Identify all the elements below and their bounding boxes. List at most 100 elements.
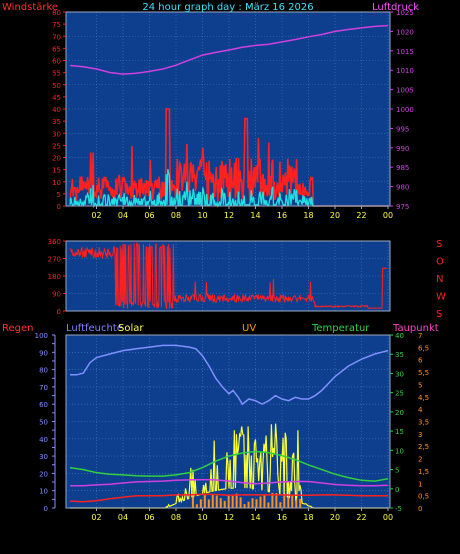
uv-bar xyxy=(211,494,214,508)
uv-bar xyxy=(267,502,270,508)
luftdruck-tick-label: 1015 xyxy=(396,48,414,56)
direction-marks xyxy=(69,241,388,310)
uv-tick-label: 5,5 xyxy=(418,369,429,377)
windstaerke-tick-label: 0 xyxy=(57,203,61,211)
uv-tick-label: 1,5 xyxy=(418,468,429,476)
weather-frame xyxy=(65,334,391,509)
x-tick-label: 04 xyxy=(118,211,128,220)
windstaerke-tick-label: 10 xyxy=(52,179,61,187)
x-tick-label: 08 xyxy=(171,211,181,220)
direction-tick-label: 0 xyxy=(57,308,61,316)
x-tick-label: 14 xyxy=(250,211,260,220)
uv-bar xyxy=(291,495,294,508)
uv-bar xyxy=(235,493,238,508)
uv-bar xyxy=(207,499,210,508)
windstaerke-tick-label: 25 xyxy=(52,142,61,150)
compass-label: S xyxy=(436,309,442,320)
series-line xyxy=(70,478,389,487)
windstaerke-tick-label: 60 xyxy=(52,58,61,66)
wind-pressure-x-axis: 02 04 06 08 10 12 14 16 18 20 22 00 xyxy=(91,206,393,220)
regen-tick-label: 10 xyxy=(39,488,48,496)
x-tick-label: 02 xyxy=(91,211,101,220)
temperatur-tick-label: 5 xyxy=(395,467,399,475)
uv-bar xyxy=(251,498,254,508)
temperatur-tick-label: 25 xyxy=(395,390,404,398)
x-tick-label: 12 xyxy=(224,211,234,220)
regen-label: Regen xyxy=(2,323,34,334)
uv-axis: 0 0,5 1 1,5 2 2,5 3 3,5 4 4,5 5 5,5 6 6,5 7 xyxy=(418,332,429,513)
uv-bar xyxy=(299,498,302,508)
luftdruck-tick-label: 1010 xyxy=(396,67,414,75)
uv-bar xyxy=(247,501,250,508)
uv-bar xyxy=(191,493,194,508)
x-tick-label: 04 xyxy=(118,513,128,522)
windstaerke-tick-label: 15 xyxy=(52,167,61,175)
luftdruck-line xyxy=(69,24,389,75)
x-tick-label: 18 xyxy=(303,211,313,220)
luftdruck-axis: 975 980 985 990 995 1000 1005 1010 1015 1020 1025 xyxy=(390,9,414,211)
regen-tick-label: 70 xyxy=(39,384,48,392)
luftdruck-tick-label: 1000 xyxy=(396,106,414,114)
luftfeuchte-label: Luftfeuchte xyxy=(66,323,123,334)
compass-label: W xyxy=(436,292,446,303)
uv-tick-label: 6,5 xyxy=(418,344,429,352)
uv-bar xyxy=(195,504,198,508)
windstaerke-tick-label: 80 xyxy=(52,9,61,17)
x-tick-label: 16 xyxy=(277,513,287,522)
taupunkt-label: Taupunkt xyxy=(392,323,439,334)
temperatur-tick-label: 40 xyxy=(395,332,404,340)
windstaerke-label: Windstärke xyxy=(2,2,58,13)
uv-bar xyxy=(295,498,298,508)
x-tick-label: 22 xyxy=(356,211,366,220)
regen-tick-label: 100 xyxy=(35,332,48,340)
x-tick-label: 02 xyxy=(91,513,101,522)
x-tick-label: 20 xyxy=(330,513,340,522)
uv-tick-label: 3 xyxy=(418,431,422,439)
temperatur-tick-label: -5 xyxy=(395,505,402,513)
regen-tick-label: 30 xyxy=(39,453,48,461)
x-tick-label: 06 xyxy=(144,513,154,522)
direction-tick-label: 90 xyxy=(52,291,61,299)
uv-bar xyxy=(287,494,290,508)
uv-tick-label: 5 xyxy=(418,381,422,389)
windstaerke-tick-label: 70 xyxy=(52,33,61,41)
regen-tick-label: 50 xyxy=(39,419,48,427)
regen-tick-label: 90 xyxy=(39,349,48,357)
direction-tick-label: 180 xyxy=(48,273,61,281)
uv-bar xyxy=(239,497,242,508)
direction-tick-label: 270 xyxy=(48,256,61,264)
temperatur-axis: -5 0 5 10 15 20 25 30 35 40 xyxy=(390,332,404,513)
windstaerke-tick-label: 20 xyxy=(52,155,61,163)
x-tick-label: 18 xyxy=(303,513,313,522)
x-tick-label: 08 xyxy=(171,513,181,522)
temperatur-label: Temperatur xyxy=(311,323,370,334)
uv-tick-label: 0,5 xyxy=(418,493,429,501)
uv-tick-label: 4,5 xyxy=(418,394,429,402)
uv-tick-label: 0 xyxy=(418,505,422,513)
luftdruck-tick-label: 975 xyxy=(396,203,409,211)
uv-bar xyxy=(231,495,234,508)
temperatur-tick-label: 15 xyxy=(395,428,404,436)
direction-degree-axis: 0 90 180 270 360 xyxy=(48,238,66,316)
regen-tick-label: 60 xyxy=(39,401,48,409)
uv-bar xyxy=(259,496,262,508)
uv-tick-label: 3,5 xyxy=(418,419,429,427)
series-line xyxy=(70,344,389,406)
x-tick-label: 00 xyxy=(383,211,393,220)
windstaerke-axis: 0 5 10 15 20 25 30 35 40 45 50 55 60 65 70 75 80 xyxy=(52,9,66,211)
uv-bar xyxy=(263,495,266,508)
windstaerke-tick-label: 45 xyxy=(52,94,61,102)
uv-tick-label: 6 xyxy=(418,357,423,365)
luftdruck-tick-label: 980 xyxy=(396,184,409,192)
series-line xyxy=(69,450,389,482)
uv-tick-label: 1 xyxy=(418,480,422,488)
wind-direction-line xyxy=(69,241,388,310)
uv-bar xyxy=(279,502,282,508)
compass-label: N xyxy=(436,274,443,285)
series-line xyxy=(69,493,388,503)
x-tick-label: 06 xyxy=(144,211,154,220)
temperatur-tick-label: 30 xyxy=(395,370,404,378)
